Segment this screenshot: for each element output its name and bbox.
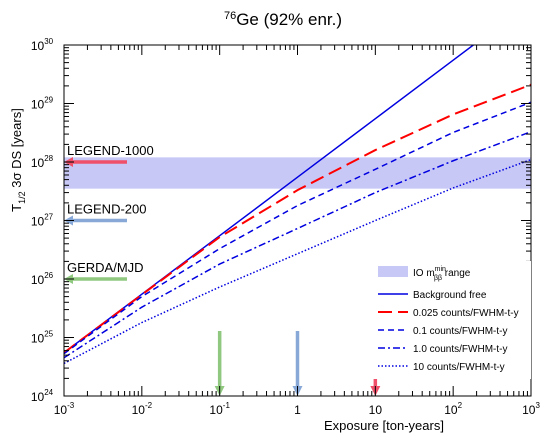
y-axis-label-rest: 3σ DS [years] (9, 108, 24, 191)
y-tick-label: 1024 (31, 388, 54, 404)
series-line-5 (64, 158, 531, 365)
legend-entry-5: 10 counts/FWHM-t-y (378, 362, 505, 373)
chart-title-mass-number: 76 (224, 10, 236, 22)
x-tick-label: 10-3 (54, 401, 75, 417)
io-range-band-layer (64, 157, 531, 189)
y-tick-label: 1030 (31, 37, 54, 53)
legend-label-io-band: IO mmin ββ range (413, 266, 471, 282)
x-axis-label: Exposure [ton-years] (324, 418, 444, 433)
y-axis-label: T1/2 3σ DS [years] (9, 108, 27, 212)
legend-io-band-sub: ββ (434, 275, 442, 282)
legend-swatch-io-band (378, 266, 408, 277)
series-line-2 (64, 83, 531, 354)
legend-entry-4: 1.0 counts/FWHM-t-y (378, 344, 507, 355)
chart-title: 76Ge (92% enr.) (224, 10, 342, 29)
legend-label: 0.1 counts/FWHM-t-y (413, 326, 507, 337)
legend-label: 1.0 counts/FWHM-t-y (413, 344, 507, 355)
legend-label: Background free (413, 290, 487, 301)
y-tick-label: 1025 (31, 330, 54, 346)
chart-title-text: Ge (92% enr.) (236, 10, 342, 29)
legend-label: 10 counts/FWHM-t-y (413, 362, 505, 373)
legend-entry-1: Background free (378, 290, 487, 301)
experiment-label: GERDA/MJD (67, 260, 144, 275)
x-tick-label: 10-1 (209, 401, 230, 417)
legend-entry-3: 0.1 counts/FWHM-t-y (378, 326, 507, 337)
legend-io-band-suffix: range (442, 268, 471, 279)
y-tick-label: 1026 (31, 271, 54, 287)
x-tick-label: 1 (294, 403, 301, 417)
legend-io-band-name: IO m (413, 268, 435, 279)
experiment-label: LEGEND-200 (67, 202, 146, 217)
x-tick-label: 102 (444, 401, 462, 417)
y-axis-label-symbol: T (9, 204, 24, 212)
legend-io-band-sup: min (435, 266, 446, 273)
x-tick-label: 10-2 (132, 401, 153, 417)
y-tick-label: 1029 (31, 96, 54, 112)
legend-entry-2: 0.025 counts/FWHM-t-y (378, 308, 519, 319)
series-layer (64, 45, 531, 365)
legend-series-entries: Background free 0.025 counts/FWHM-t-y 0.1 … (378, 290, 519, 373)
y-tick-label: 1027 (31, 213, 54, 229)
x-tick-label: 10 (369, 403, 383, 417)
y-axis-label-subscript: 1/2 (17, 191, 27, 204)
legend-frame (371, 261, 531, 379)
x-tick-label: 103 (522, 401, 540, 417)
series-line-1 (64, 45, 475, 354)
y-tick-label: 1028 (31, 154, 54, 170)
legend-label: 0.025 counts/FWHM-t-y (413, 308, 519, 319)
io-range-band (64, 157, 531, 189)
experiment-label: LEGEND-1000 (67, 143, 154, 158)
series-line-4 (64, 130, 531, 359)
legend: IO mmin ββ range Background free 0.025 cou… (371, 261, 531, 379)
